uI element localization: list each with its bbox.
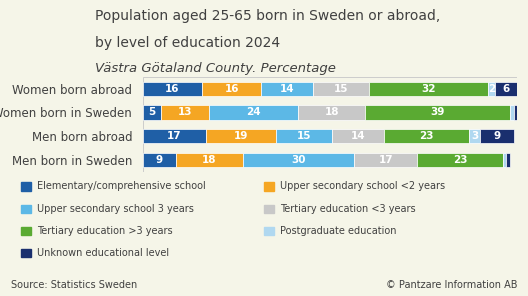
Text: 9: 9 [156,155,163,165]
Text: 5: 5 [148,107,155,118]
Text: 3: 3 [471,131,478,141]
Bar [143,82,202,96]
Text: by level of education 2024: by level of education 2024 [95,36,280,49]
Text: Västra Götaland County. Percentage: Västra Götaland County. Percentage [95,62,336,75]
Text: Tertiary education >3 years: Tertiary education >3 years [37,226,173,236]
Text: Elementary/comprehensive school: Elementary/comprehensive school [37,181,206,192]
Bar [365,105,510,120]
Text: © Pantzare Information AB: © Pantzare Information AB [386,280,517,290]
Text: 15: 15 [297,131,312,141]
Text: 19: 19 [234,131,248,141]
Text: 24: 24 [247,107,261,118]
Bar [503,153,506,167]
Text: 17: 17 [167,131,182,141]
Bar [354,153,417,167]
Bar [176,153,243,167]
Bar [143,129,206,143]
Bar [202,82,261,96]
Text: 32: 32 [421,84,436,94]
Bar [143,153,176,167]
Text: 39: 39 [430,107,445,118]
Text: Upper secondary school <2 years: Upper secondary school <2 years [280,181,445,192]
Text: 16: 16 [224,84,239,94]
Bar [514,105,517,120]
Text: 30: 30 [291,155,306,165]
Bar [469,129,480,143]
Text: Unknown educational level: Unknown educational level [37,248,169,258]
Bar [384,129,469,143]
Bar [510,105,514,120]
Bar [488,82,495,96]
Text: Upper secondary school 3 years: Upper secondary school 3 years [37,204,194,214]
Text: 14: 14 [351,131,365,141]
Bar [495,82,517,96]
Bar [210,105,298,120]
Bar [243,153,354,167]
Bar [313,82,369,96]
Text: 23: 23 [419,131,434,141]
Text: Tertiary education <3 years: Tertiary education <3 years [280,204,416,214]
Bar [143,105,161,120]
Text: Source: Statistics Sweden: Source: Statistics Sweden [11,280,137,290]
Bar [298,105,365,120]
Text: 13: 13 [178,107,193,118]
Bar [506,153,510,167]
Bar [480,129,514,143]
Text: 23: 23 [452,155,467,165]
Bar [261,82,313,96]
Text: 18: 18 [202,155,216,165]
Text: Postgraduate education: Postgraduate education [280,226,397,236]
Text: 16: 16 [165,84,180,94]
Text: 2: 2 [488,84,495,94]
Bar [369,82,488,96]
Text: 18: 18 [325,107,339,118]
Bar [276,129,332,143]
Text: 17: 17 [379,155,393,165]
Text: Population aged 25-65 born in Sweden or abroad,: Population aged 25-65 born in Sweden or … [95,9,440,23]
Bar [161,105,210,120]
Text: 15: 15 [334,84,348,94]
Bar [417,153,503,167]
Text: 14: 14 [280,84,295,94]
Bar [332,129,384,143]
Text: 9: 9 [494,131,501,141]
Text: 6: 6 [503,84,510,94]
Bar [206,129,276,143]
